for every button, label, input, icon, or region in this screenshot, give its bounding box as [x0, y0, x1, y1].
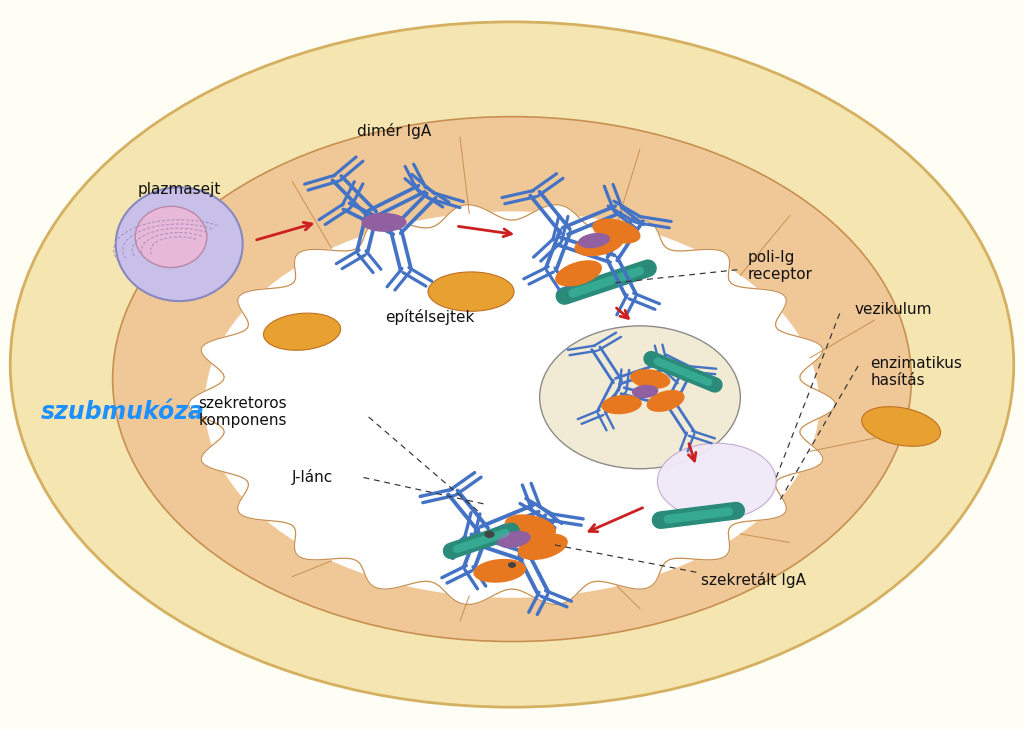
Ellipse shape: [630, 369, 671, 389]
Text: J-lánc: J-lánc: [292, 469, 333, 486]
Ellipse shape: [508, 562, 516, 568]
Ellipse shape: [473, 559, 526, 582]
Ellipse shape: [592, 219, 641, 243]
Ellipse shape: [657, 443, 776, 519]
Ellipse shape: [10, 22, 1014, 707]
Ellipse shape: [484, 531, 495, 538]
Ellipse shape: [505, 515, 556, 539]
Ellipse shape: [428, 272, 514, 311]
Ellipse shape: [263, 313, 341, 350]
Ellipse shape: [555, 260, 602, 286]
Ellipse shape: [861, 407, 941, 446]
Text: szekretált IgA: szekretált IgA: [701, 572, 807, 588]
Ellipse shape: [498, 531, 530, 548]
Text: szubmukóza: szubmukóza: [41, 400, 205, 424]
Text: dimér IgA: dimér IgA: [357, 123, 431, 139]
Circle shape: [540, 326, 740, 469]
Ellipse shape: [647, 390, 684, 412]
Ellipse shape: [517, 534, 568, 560]
Text: vezikulum: vezikulum: [855, 303, 933, 317]
Ellipse shape: [578, 233, 610, 249]
Text: epítélsejtek: epítélsejtek: [385, 309, 475, 325]
Polygon shape: [188, 205, 836, 604]
Text: poli-Ig
receptor: poli-Ig receptor: [748, 250, 812, 282]
Ellipse shape: [632, 385, 658, 398]
Text: enzimatikus
hasítás: enzimatikus hasítás: [870, 356, 963, 388]
Ellipse shape: [205, 211, 819, 598]
Text: plazmasejt: plazmasejt: [137, 182, 221, 197]
Ellipse shape: [361, 213, 407, 232]
Ellipse shape: [113, 117, 911, 642]
Ellipse shape: [574, 233, 624, 256]
Ellipse shape: [116, 187, 243, 301]
Text: szekretoros
komponens: szekretoros komponens: [198, 396, 287, 428]
Ellipse shape: [601, 395, 642, 414]
Ellipse shape: [135, 206, 207, 268]
